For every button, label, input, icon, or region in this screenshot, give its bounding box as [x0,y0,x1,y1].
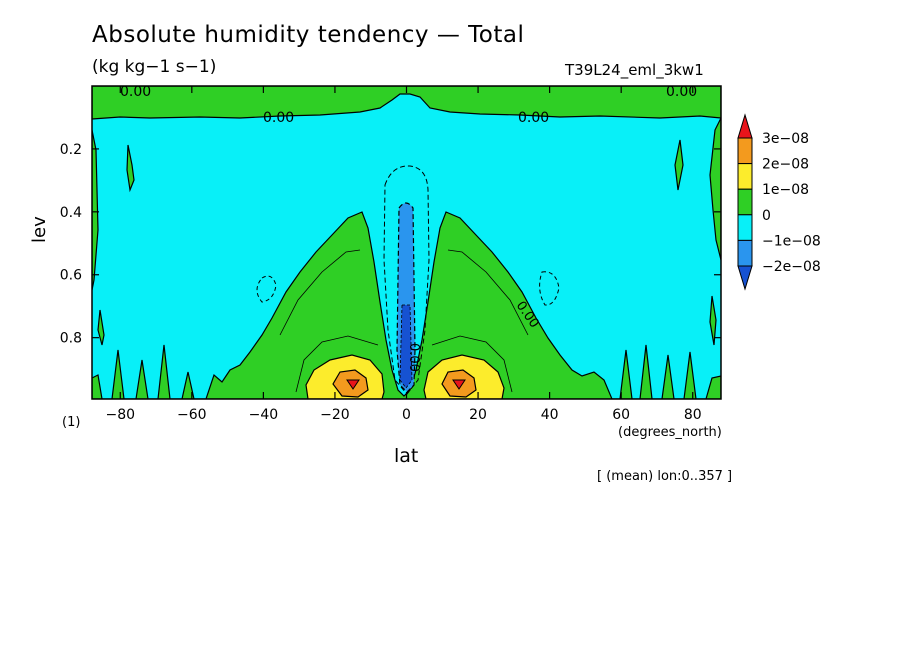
y-axis: 0.2 0.4 0.6 0.8 [60,142,721,347]
interior-contour-right-lower [431,335,513,393]
contour-label: 0.00 [518,110,549,126]
lower-right-spike [709,295,717,346]
contour-label: 0.00 [406,343,421,372]
x-tick-label: −80 [105,407,135,423]
colorbar-label: 0 [762,208,771,224]
equatorial-column-core [399,304,413,389]
x-tick-label: 80 [684,407,702,423]
y-tick-label: 0.2 [60,142,82,158]
averaging-note: [ (mean) lon:0..357 ] [597,469,733,484]
colorbar: 3e−08 2e−08 1e−08 0 −1e−08 −2e−08 [737,113,821,291]
left-peak [346,379,360,390]
top-positive-band [92,86,721,120]
y-tick-label: 0.4 [60,205,82,221]
contour-field: 0.00 0.00 0.00 0.00 0.00 0.00 [92,84,721,399]
dashed-loop-left [256,275,277,303]
right-peak [452,379,466,390]
left-side-spike [126,144,135,193]
colorbar-label: −1e−08 [762,233,821,249]
contour-label: 0.00 [263,110,294,126]
x-tick-label: −20 [320,407,350,423]
colorbar-label: −2e−08 [762,259,821,275]
x-tick-label: 0 [402,407,411,423]
contour-label: 0.00 [666,84,697,100]
x-tick-label: 40 [541,407,559,423]
lower-left-spike [97,309,105,346]
x-tick-label: 60 [612,407,630,423]
colorbar-top-arrow [737,113,753,139]
x-tick-label: −60 [177,407,207,423]
colorbar-label: 2e−08 [762,157,809,173]
x-tick-label: 20 [469,407,487,423]
colorbar-segment [737,214,753,241]
right-side-spike [674,139,684,191]
colorbar-label: 3e−08 [762,131,809,147]
chart-title: Absolute humidity tendency — Total [92,22,525,48]
colorbar-segment [737,163,753,190]
run-id: T39L24_eml_3kw1 [565,61,704,79]
colorbar-label: 1e−08 [762,182,809,198]
y-tick-label: 0.6 [60,268,82,284]
x-tick-label: −40 [249,407,279,423]
interior-contour-right [447,249,529,336]
y-tick-label: 0.8 [60,331,82,347]
interior-contour-left-lower [295,335,379,393]
negative-contour [383,165,430,395]
right-edge-spike [709,117,721,261]
chart-units: (kg kg−1 s−1) [92,57,217,77]
interior-contour-left [279,249,361,336]
colorbar-segment [737,137,753,165]
colorbar-segment [737,239,753,267]
panel-label: (1) [62,415,81,430]
colorbar-segment [737,188,753,216]
x-axis-label: lat [394,445,419,467]
x-axis-units: (degrees_north) [618,425,722,440]
contour-label: 0.00 [120,84,151,100]
x-axis: −80 −60 −40 −20 0 20 40 60 80 [105,86,702,423]
left-edge-spike [92,129,99,291]
colorbar-bottom-arrow [737,265,753,291]
